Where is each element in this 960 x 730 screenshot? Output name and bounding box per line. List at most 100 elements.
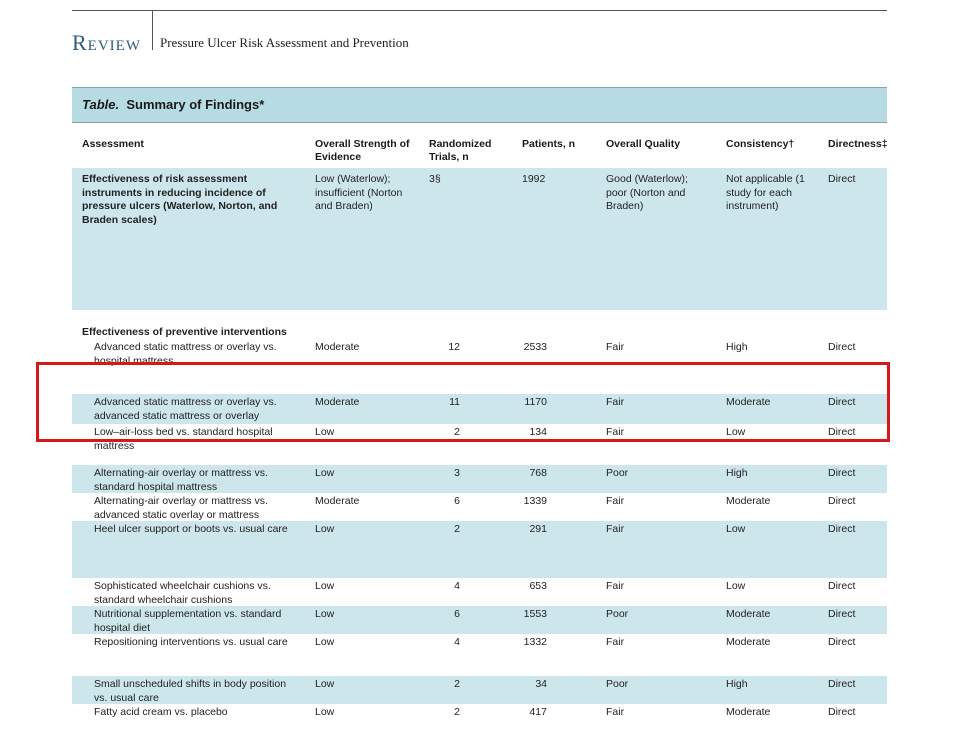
cell-patients: 134 [529, 426, 547, 438]
table-row: Sophisticated wheelchair cushions vs. st… [72, 578, 887, 606]
cell-directness: Direct [828, 580, 856, 592]
cell-directness: Direct [828, 426, 856, 438]
cell-trials: 12 [448, 341, 460, 353]
table-row: Advanced static mattress or overlay vs. … [72, 394, 887, 424]
cell-assessment: Nutritional supplementation vs. standard… [94, 608, 282, 634]
article-subtitle: Pressure Ulcer Risk Assessment and Preve… [160, 35, 409, 50]
table-row: Fatty acid cream vs. placebo Low 2 417 Fair M… [72, 704, 887, 730]
cell-directness: Direct [828, 396, 856, 408]
cell-patients: 417 [529, 706, 547, 718]
cell-assessment: Alternating-air overlay or mattress vs. … [94, 467, 268, 493]
highlight-box [36, 362, 890, 442]
col-header-directness: Directness‡ [828, 138, 888, 150]
table-row: Small unscheduled shifts in body positio… [72, 676, 887, 704]
col-header-quality: Overall Quality [606, 138, 681, 150]
cell-patients: 1992 [522, 173, 546, 185]
header-divider [152, 10, 153, 50]
table-title-text: Summary of Findings* [126, 97, 265, 112]
cell-assessment: Fatty acid cream vs. placebo [94, 706, 228, 718]
col-header-trials: Randomized Trials, n [429, 138, 492, 163]
cell-trials: 4 [454, 580, 460, 592]
cell-consistency: Not applicable (1 study for each instrum… [726, 173, 805, 212]
cell-directness: Direct [828, 706, 856, 718]
cell-directness: Direct [828, 636, 856, 648]
cell-quality: Poor [606, 608, 629, 620]
cell-consistency: High [726, 341, 748, 353]
cell-strength: Moderate [315, 495, 360, 507]
cell-patients: 768 [529, 467, 547, 479]
cell-assessment: Low–air-loss bed vs. standard hospital m… [94, 426, 273, 452]
cell-trials: 11 [449, 396, 460, 408]
cell-strength: Low [315, 678, 335, 690]
cell-strength: Low [315, 467, 335, 479]
table-header: Assessment Overall Strength of Evidence … [72, 122, 888, 169]
cell-strength: Low [315, 523, 335, 535]
cell-quality: Fair [606, 426, 625, 438]
cell-strength: Low (Waterlow); insufficient (Norton and… [315, 173, 403, 212]
cell-patients: 291 [529, 523, 547, 535]
table-row: Alternating-air overlay or mattress vs. … [72, 493, 887, 521]
cell-consistency: Moderate [726, 396, 771, 408]
table-row: Nutritional supplementation vs. standard… [72, 606, 887, 634]
cell-trials: 2 [454, 706, 460, 718]
col-header-patients: Patients, n [522, 138, 576, 150]
cell-quality: Fair [606, 580, 625, 592]
cell-quality: Fair [606, 636, 625, 648]
cell-consistency: Moderate [726, 636, 771, 648]
cell-directness: Direct [828, 467, 856, 479]
cell-trials: 6 [454, 495, 460, 507]
cell-consistency: Low [726, 580, 746, 592]
table-title: Table. Summary of Findings* [82, 97, 264, 112]
cell-patients: 1553 [523, 608, 547, 620]
cell-patients: 1339 [523, 495, 547, 507]
cell-directness: Direct [828, 341, 856, 353]
cell-assessment: Advanced static mattress or overlay vs. … [94, 396, 277, 422]
cell-consistency: High [726, 467, 748, 479]
cell-assessment: Small unscheduled shifts in body positio… [94, 678, 287, 704]
cell-directness: Direct [828, 523, 856, 535]
cell-directness: Direct [828, 173, 856, 185]
section-heading-preventive: Effectiveness of preventive intervention… [82, 326, 287, 338]
table-row-risk-assessment: Effectiveness of risk assessment instrum… [72, 168, 887, 310]
cell-quality: Fair [606, 396, 625, 408]
cell-quality: Poor [606, 467, 629, 479]
cell-trials: 4 [454, 636, 460, 648]
col-header-assessment: Assessment [82, 138, 144, 150]
cell-patients: 34 [535, 678, 547, 690]
cell-strength: Low [315, 636, 335, 648]
cell-quality: Fair [606, 706, 625, 718]
cell-patients: 653 [529, 580, 547, 592]
cell-assessment: Repositioning interventions vs. usual ca… [94, 636, 288, 648]
cell-strength: Low [315, 706, 335, 718]
cell-quality: Fair [606, 495, 625, 507]
cell-quality: Poor [606, 678, 629, 690]
cell-quality: Fair [606, 523, 625, 535]
cell-consistency: Low [726, 523, 746, 535]
cell-assessment: Sophisticated wheelchair cushions vs. st… [94, 580, 271, 606]
cell-trials: 6 [454, 608, 460, 620]
cell-strength: Low [315, 580, 335, 592]
cell-consistency: Moderate [726, 608, 771, 620]
cell-consistency: High [726, 678, 748, 690]
cell-trials: 2 [454, 678, 460, 690]
cell-trials: 2 [454, 523, 460, 535]
table-title-band: Table. Summary of Findings* [72, 87, 887, 122]
cell-directness: Direct [828, 608, 856, 620]
cell-consistency: Low [726, 426, 746, 438]
cell-patients: 1170 [524, 396, 547, 408]
cell-directness: Direct [828, 678, 856, 690]
cell-assessment: Alternating-air overlay or mattress vs. … [94, 495, 268, 521]
cell-strength: Low [315, 426, 335, 438]
cell-strength: Low [315, 608, 335, 620]
cell-assessment: Heel ulcer support or boots vs. usual ca… [94, 523, 288, 535]
cell-patients: 2533 [523, 341, 547, 353]
cell-directness: Direct [828, 495, 856, 507]
cell-assessment: Effectiveness of risk assessment instrum… [82, 173, 278, 226]
top-rule [72, 10, 887, 11]
cell-patients: 1332 [523, 636, 547, 648]
table-row: Repositioning interventions vs. usual ca… [72, 634, 887, 676]
cell-strength: Moderate [315, 341, 360, 353]
cell-trials: 2 [454, 426, 460, 438]
table-row: Low–air-loss bed vs. standard hospital m… [72, 424, 887, 464]
cell-consistency: Moderate [726, 706, 771, 718]
